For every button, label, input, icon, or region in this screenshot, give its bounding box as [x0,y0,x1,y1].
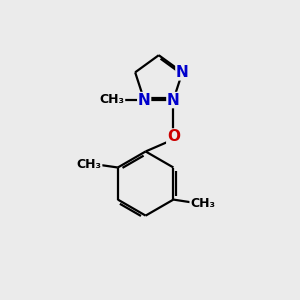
Text: N: N [138,93,151,108]
Text: N: N [167,93,180,108]
Text: CH₃: CH₃ [100,93,124,106]
Text: CH₃: CH₃ [190,196,215,210]
Text: O: O [167,129,180,144]
Text: CH₃: CH₃ [77,158,102,171]
Text: N: N [176,65,189,80]
